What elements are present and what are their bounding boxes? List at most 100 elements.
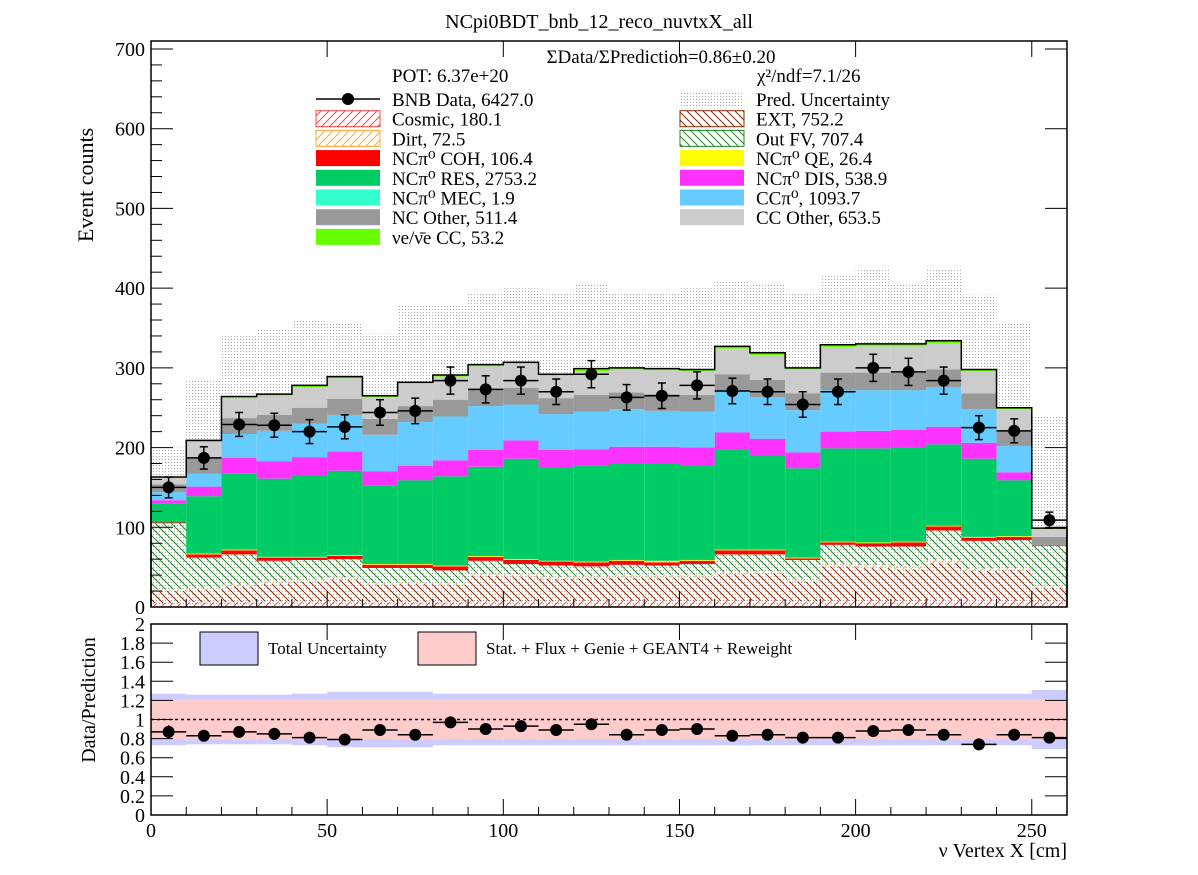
legend-label: NCπ⁰ DIS, 538.9 <box>756 169 887 190</box>
stack-bar <box>573 575 609 579</box>
stack-bar <box>256 394 292 396</box>
stack-bar <box>890 541 927 543</box>
ratio-text: ΣData/ΣPrediction=0.86±0.20 <box>546 47 775 68</box>
legend-entry: Pred. Uncertainty <box>680 90 891 111</box>
stack-bar <box>961 442 997 459</box>
y-tick-label: 400 <box>115 278 145 300</box>
stack-bar <box>679 560 715 564</box>
stack-bar <box>432 602 469 607</box>
legend-label: CC Other, 653.5 <box>756 208 881 229</box>
legend-entry: CC Other, 653.5 <box>680 208 881 229</box>
stack-bar <box>785 468 821 558</box>
stack-bar <box>573 394 609 412</box>
stack-bar <box>749 438 786 456</box>
stack-bar <box>573 465 609 562</box>
ratio-panel: 00.20.40.60.811.21.41.61.82 0 50 100 150 200 2… <box>120 614 1068 842</box>
stack-bar <box>362 567 398 584</box>
ratio-point <box>186 729 222 742</box>
ratio-point <box>538 724 574 737</box>
stack-bar <box>679 563 715 576</box>
stack-bar <box>961 371 997 394</box>
ratio-point <box>749 728 786 741</box>
stack-bar <box>186 589 222 603</box>
x-tick-label: 150 <box>664 820 694 842</box>
legend-entry: Out FV, 707.4 <box>679 129 864 150</box>
y-tick-label: 700 <box>115 39 145 61</box>
legend-entry: NCπ⁰ COH, 106.4 <box>316 149 533 170</box>
stack-bar <box>996 567 1032 571</box>
legend-entry: CCπ⁰, 1093.7 <box>680 189 860 210</box>
stack-bar <box>397 602 433 607</box>
x-tick-label: 50 <box>317 820 337 842</box>
stack-bar <box>679 369 715 372</box>
stack-bar <box>996 540 1032 568</box>
stack-bar <box>327 470 363 556</box>
stack-bar <box>890 600 927 607</box>
stack-bar <box>714 600 750 607</box>
stack-bar <box>714 348 750 375</box>
ratio-point <box>327 733 363 746</box>
data-point <box>432 366 469 395</box>
stack-bar <box>1031 601 1067 607</box>
stack-bar <box>256 557 292 561</box>
data-point <box>820 378 856 406</box>
stack-bar <box>820 600 856 607</box>
ratio-point <box>397 728 433 741</box>
x-tick-label: 0 <box>146 820 156 842</box>
stack-bar <box>855 546 891 565</box>
y-tick-label: 600 <box>115 119 145 141</box>
data-point <box>573 359 609 389</box>
stack-bar <box>855 430 891 449</box>
stack-bar <box>785 559 821 580</box>
stack-bar <box>291 385 328 387</box>
stack-bar <box>820 544 856 564</box>
ratio-point <box>221 725 257 738</box>
legend-entry: Cosmic, 180.1 <box>315 110 502 131</box>
legend-label: Dirt, 72.5 <box>392 129 465 150</box>
ratio-point <box>820 731 856 744</box>
stack-bar <box>362 434 398 472</box>
stack-bar <box>362 395 398 398</box>
stack-bar <box>996 570 1032 601</box>
stack-bar <box>151 589 187 592</box>
stack-bar <box>609 463 645 560</box>
legend-label: NCπ⁰ COH, 106.4 <box>392 149 533 170</box>
ratio-y-tick-label: 1.2 <box>120 690 145 712</box>
stack-bar <box>820 344 856 348</box>
stack-bar <box>327 579 363 602</box>
stack-bar <box>749 571 786 574</box>
stack-bar <box>362 584 398 603</box>
ratio-point <box>362 724 398 737</box>
stack-bar <box>785 452 821 469</box>
stack-bar <box>890 566 927 570</box>
stack-bar <box>327 555 363 556</box>
stack-bar <box>609 367 645 370</box>
stack-bar <box>855 542 891 544</box>
stack-bar <box>432 399 469 417</box>
stack-bar <box>573 578 609 601</box>
stack-bar <box>291 475 328 557</box>
stack-bar <box>397 422 433 466</box>
data-point <box>468 375 504 404</box>
stack-bar <box>573 449 609 466</box>
data-point <box>749 378 786 406</box>
stack-bar <box>503 458 539 560</box>
stack-bar <box>961 393 997 410</box>
data-point <box>890 357 927 387</box>
stack-bar <box>926 530 962 560</box>
legend-entry: NCπ⁰ RES, 2753.2 <box>316 169 537 190</box>
y-tick-label: 200 <box>115 438 145 460</box>
stack-bar <box>397 583 433 603</box>
stack-bar <box>397 563 433 565</box>
stack-bar <box>186 473 222 487</box>
y-axis-title: Event counts <box>73 128 98 242</box>
stack-bar <box>855 390 891 431</box>
ratio-point <box>573 718 609 731</box>
ratio-point <box>961 738 997 751</box>
stack-bar <box>573 561 609 563</box>
ratio-point <box>890 724 927 737</box>
ratio-legend: Total Uncertainty Stat. + Flux + Genie + … <box>199 631 792 666</box>
stack-bar <box>855 564 891 568</box>
stack-bar <box>186 554 222 558</box>
stack-bar <box>644 410 680 447</box>
